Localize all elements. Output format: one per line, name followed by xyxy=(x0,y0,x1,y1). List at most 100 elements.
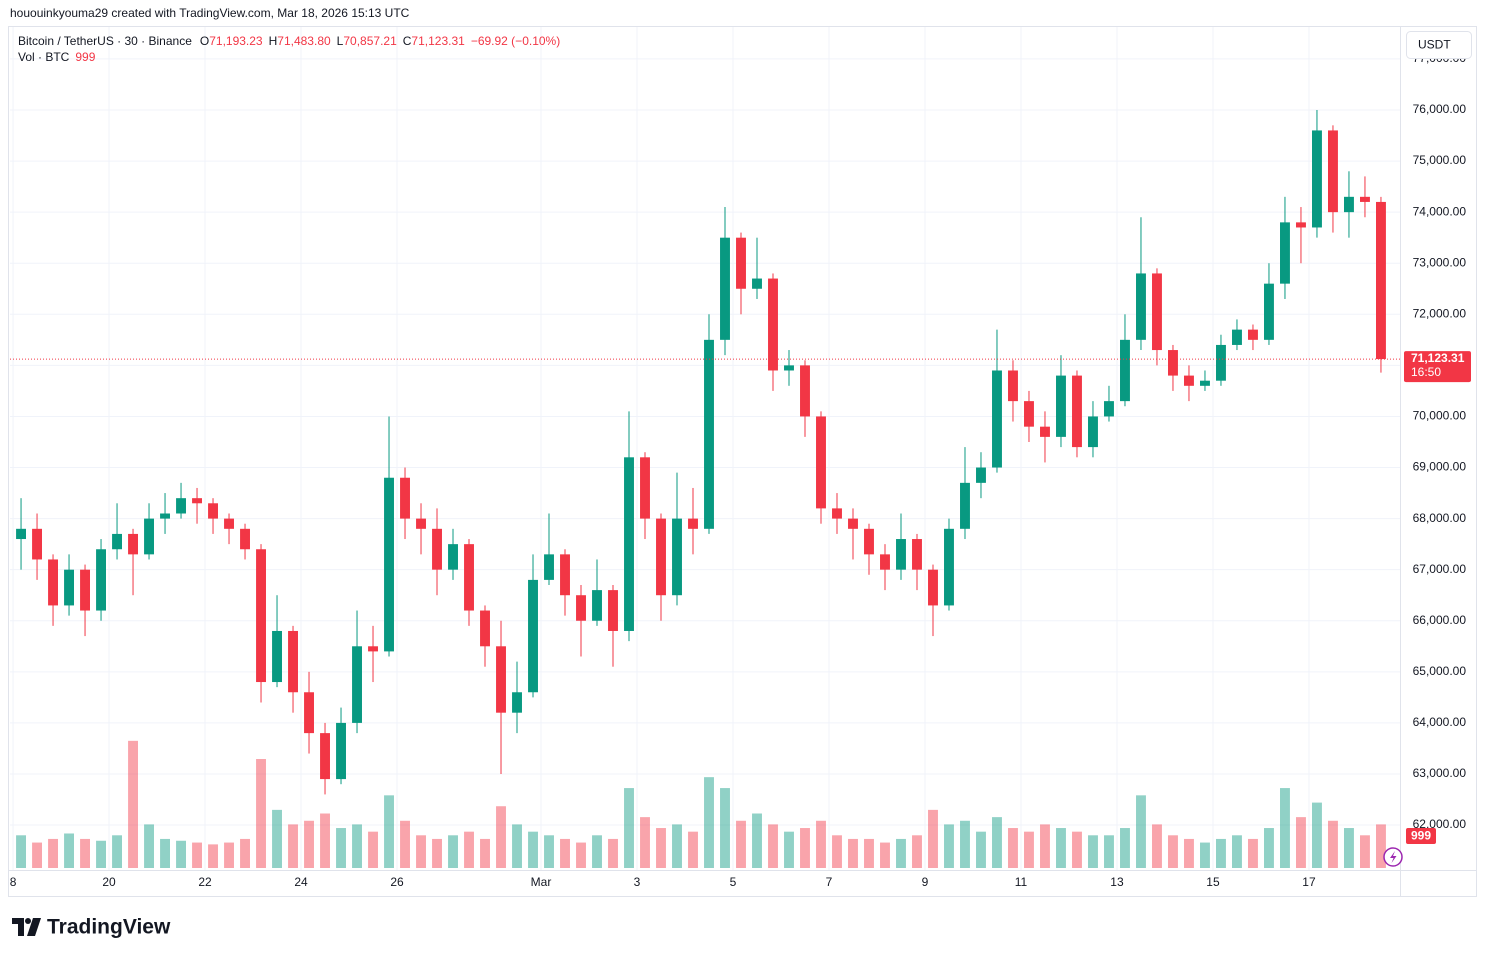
ohlc-value: 71,193.23 xyxy=(209,34,263,48)
x-tick-label: 17 xyxy=(1302,875,1316,889)
volume-bar xyxy=(1360,835,1370,868)
volume-bar xyxy=(912,835,922,868)
volume-bar xyxy=(336,828,346,868)
volume-bar xyxy=(256,759,266,868)
last-price-tag xyxy=(1404,351,1471,383)
candle-body xyxy=(1184,375,1194,386)
volume-bar xyxy=(192,842,202,868)
x-tick-label: 13 xyxy=(1110,875,1124,889)
volume-bar xyxy=(128,740,138,868)
candle-body xyxy=(912,539,922,570)
candle-body xyxy=(1328,130,1338,213)
ohlc-key: H xyxy=(269,34,278,48)
volume-bar xyxy=(560,838,570,868)
volume-bar xyxy=(512,824,522,868)
candle-body xyxy=(960,482,970,529)
candle-body xyxy=(1056,375,1066,437)
volume-bar xyxy=(592,835,602,868)
candle-body xyxy=(768,278,778,371)
candle-body xyxy=(1200,380,1210,386)
candle-body xyxy=(32,528,42,560)
volume-bar xyxy=(1136,795,1146,868)
x-tick-label: 15 xyxy=(1206,875,1220,889)
volume-value: 999 xyxy=(75,50,95,64)
volume-bar xyxy=(384,795,394,868)
y-tick-label: 69,000.00 xyxy=(1413,460,1467,474)
candle-body xyxy=(864,528,874,555)
candle-body xyxy=(112,533,122,550)
icon-bolt[interactable] xyxy=(1390,851,1397,863)
volume-bar xyxy=(144,824,154,868)
volume-bar xyxy=(272,809,282,868)
y-tick-label: 65,000.00 xyxy=(1413,664,1467,678)
settings-icon[interactable] xyxy=(1383,847,1403,867)
candle-body xyxy=(976,467,986,483)
volume-bar xyxy=(304,820,314,868)
volume-bar xyxy=(160,838,170,868)
volume-bar xyxy=(944,824,954,868)
volume-bar xyxy=(32,842,42,868)
axes: 62,000.00 63,000.00 64,000.00 65,000.00 66,0… xyxy=(10,51,1471,889)
volume-bar xyxy=(720,788,730,868)
candle-body xyxy=(736,237,746,289)
candle-body xyxy=(672,518,682,596)
currency-button-box[interactable] xyxy=(1406,31,1472,59)
candle-body xyxy=(48,559,58,606)
candle-body xyxy=(1072,375,1082,448)
volume-bar xyxy=(448,835,458,868)
candle-body xyxy=(368,646,378,652)
volume-bar xyxy=(80,838,90,868)
logo-mark xyxy=(25,918,31,924)
volume-bar xyxy=(816,820,826,868)
y-tick-label: 67,000.00 xyxy=(1413,562,1467,576)
candle-body xyxy=(560,554,570,596)
volume-bar xyxy=(1264,828,1274,868)
volume-bar xyxy=(64,833,74,868)
candles xyxy=(16,109,1386,795)
volume-bar xyxy=(288,824,298,868)
volume-bar xyxy=(224,842,234,868)
volume-bar xyxy=(464,831,474,868)
candle-body xyxy=(704,339,714,529)
candle-body xyxy=(16,528,26,540)
volume-bar xyxy=(208,844,218,868)
candle-body xyxy=(1168,350,1178,376)
volume-bar xyxy=(1056,828,1066,868)
volume-bar xyxy=(544,835,554,868)
y-tick-label: 74,000.00 xyxy=(1413,204,1467,218)
volume-bar xyxy=(896,838,906,868)
volume-bar xyxy=(352,824,362,868)
grid xyxy=(10,27,1400,870)
candle-body xyxy=(992,370,1002,468)
candle-body xyxy=(1232,329,1242,345)
volume-tag-label: 999 xyxy=(1411,829,1431,843)
candle-body xyxy=(192,498,202,504)
x-tick-label: 3 xyxy=(634,875,641,889)
currency-button[interactable]: USDT xyxy=(1406,31,1472,59)
volume-bar xyxy=(1312,802,1322,868)
volume-bar xyxy=(1200,842,1210,868)
candle-body xyxy=(416,518,426,529)
volume-bar xyxy=(752,813,762,868)
volume-bar xyxy=(672,824,682,868)
ohlc-key: C xyxy=(403,34,412,48)
candle-body xyxy=(1376,201,1386,360)
volume-bar xyxy=(480,838,490,868)
x-tick-label: 9 xyxy=(922,875,929,889)
volume-pane xyxy=(16,740,1386,868)
candle-body xyxy=(752,278,762,289)
volume-bar xyxy=(1232,835,1242,868)
ohlc-key: L xyxy=(337,34,344,48)
candle-body xyxy=(304,692,314,734)
candle-body xyxy=(384,477,394,652)
candle-body xyxy=(480,610,490,647)
x-tick-label: 7 xyxy=(826,875,833,889)
candle-body xyxy=(816,416,826,509)
caption: hououinkyouma29 created with TradingView… xyxy=(10,6,410,20)
currency-label[interactable]: USDT xyxy=(1418,38,1451,52)
candle-body xyxy=(448,544,458,570)
volume-bar xyxy=(1184,838,1194,868)
volume-bar xyxy=(784,831,794,868)
